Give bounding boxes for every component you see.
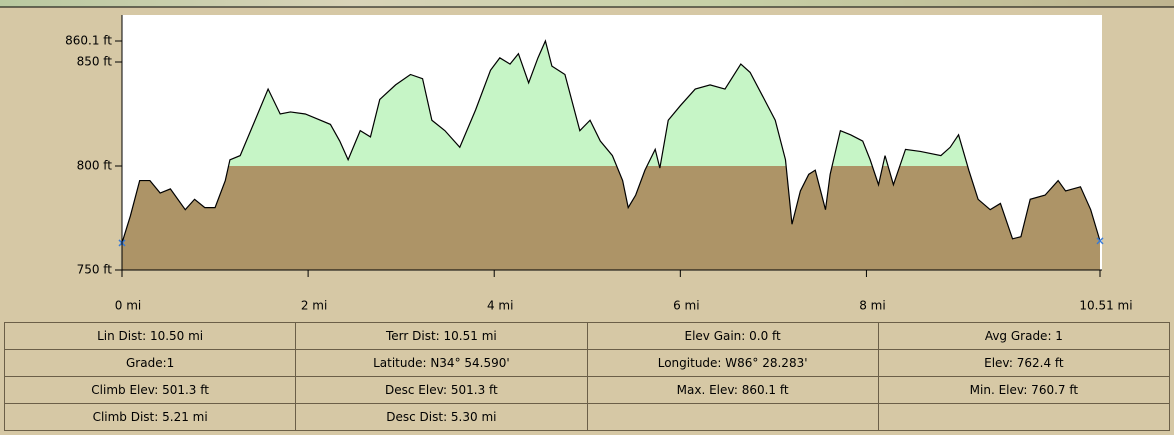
map-strip bbox=[0, 0, 1174, 7]
y-tick-label: 750 ft bbox=[77, 263, 113, 277]
stats-cell: Desc Dist: 5.30 mi bbox=[295, 403, 588, 431]
stats-row: Climb Dist: 5.21 mi Desc Dist: 5.30 mi bbox=[3, 403, 1171, 431]
x-tick-label: 10.51 mi bbox=[1079, 299, 1132, 313]
y-tick-label: 860.1 ft bbox=[65, 33, 112, 47]
y-tick-label: 850 ft bbox=[77, 55, 113, 69]
stats-cell: Avg Grade: 1 bbox=[877, 322, 1171, 350]
x-tick-label: 8 mi bbox=[859, 299, 885, 313]
profile-line bbox=[121, 39, 1101, 244]
stats-cell: Desc Elev: 501.3 ft bbox=[295, 376, 588, 404]
stats-table: Lin Dist: 10.50 mi Terr Dist: 10.51 mi Ele… bbox=[3, 322, 1171, 431]
y-tick-label: 800 ft bbox=[77, 159, 113, 173]
stats-cell: Elev: 762.4 ft bbox=[877, 349, 1171, 377]
stats-row: Lin Dist: 10.50 mi Terr Dist: 10.51 mi Ele… bbox=[3, 322, 1171, 350]
stats-cell: Longitude: W86° 28.283' bbox=[586, 349, 879, 377]
stats-cell: Lin Dist: 10.50 mi bbox=[3, 322, 297, 350]
stats-row: Grade:1 Latitude: N34° 54.590' Longitude: … bbox=[3, 349, 1171, 377]
stats-cell: Climb Elev: 501.3 ft bbox=[3, 376, 297, 404]
stats-cell: Grade:1 bbox=[3, 349, 297, 377]
x-tick-label: 6 mi bbox=[673, 299, 699, 313]
stats-cell: Max. Elev: 860.1 ft bbox=[586, 376, 879, 404]
stats-cell: Climb Dist: 5.21 mi bbox=[3, 403, 297, 431]
low-fill bbox=[122, 166, 1100, 270]
stats-cell: Terr Dist: 10.51 mi bbox=[295, 322, 588, 350]
x-tick-label: 2 mi bbox=[301, 299, 327, 313]
stats-cell bbox=[586, 403, 879, 431]
stats-cell: Latitude: N34° 54.590' bbox=[295, 349, 588, 377]
stats-cell bbox=[877, 403, 1171, 431]
x-tick-label: 0 mi bbox=[115, 299, 141, 313]
end-marker bbox=[1096, 237, 1104, 245]
x-tick-label: 4 mi bbox=[487, 299, 513, 313]
stats-row: Climb Elev: 501.3 ft Desc Elev: 501.3 ft M… bbox=[3, 376, 1171, 404]
chart: 750 ft 800 ft 850 ft 860.1 ft 0 mi 2 mi 4 mi 6 … bbox=[0, 0, 1174, 313]
stats-cell: Elev Gain: 0.0 ft bbox=[586, 322, 879, 350]
stats-cell: Min. Elev: 760.7 ft bbox=[877, 376, 1171, 404]
